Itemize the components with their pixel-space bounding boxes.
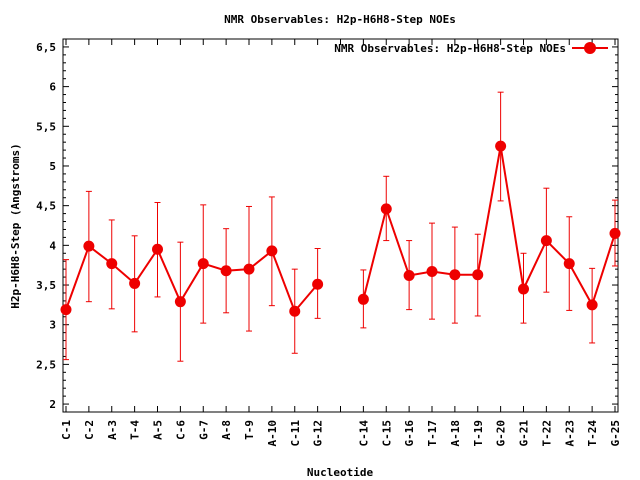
data-point [540,235,552,247]
x-tick-label: C-2 [83,420,96,440]
data-point [220,265,232,277]
data-point [129,277,141,289]
chart-title: NMR Observables: H2p-H6H8-Step NOEs [224,13,456,26]
x-tick-label: G-21 [518,420,531,447]
data-point [586,299,598,311]
x-tick-label: C-14 [357,420,370,447]
y-tick-label: 5,5 [36,120,56,133]
x-tick-label: A-5 [152,420,165,440]
data-point [380,203,392,215]
x-tick-label: G-20 [495,420,508,447]
x-tick-label: G-7 [197,420,210,440]
y-tick-label: 2 [49,398,56,411]
data-point [449,269,461,281]
y-axis: 2 2,5 3 3,5 4 4,5 5 5,5 6 6,5 [36,38,618,411]
x-tick-label: T-19 [472,420,485,447]
x-tick-label: C-1 [60,420,73,440]
x-tick-label: A-8 [220,420,233,440]
data-point [312,278,324,290]
y-tick-label: 3,5 [36,279,56,292]
data-point [518,283,529,295]
x-tick-label: T-4 [129,420,142,440]
data-point [563,258,575,270]
x-tick-label: A-10 [266,420,279,447]
x-tick-label: A-18 [449,420,462,447]
y-tick-label: 6 [49,81,56,94]
data-point [403,269,415,281]
x-tick-label: C-6 [174,420,187,440]
data-point [357,293,369,305]
y-tick-label: 6,5 [36,41,56,54]
x-tick-label: T-22 [540,420,553,447]
data-point [426,266,438,278]
data-point [472,269,484,281]
x-tick-label: G-12 [312,420,325,447]
data-point [60,304,72,316]
x-tick-label: A-23 [563,420,576,447]
x-tick-label: T-24 [586,420,599,447]
x-tick-label: G-16 [403,420,416,447]
x-axis: C-1 C-2 A-3 T-4 A-5 C-6 G-7 A-8 T-9 A-10 C-11 G-12 C… [60,39,622,447]
y-tick-label: 4 [49,239,56,252]
data-point [243,263,255,275]
legend: NMR Observables: H2p-H6H8-Step NOEs [334,42,608,55]
y-axis-label: H2p-H6H8-Step (Angstroms) [9,143,22,309]
data-point [106,258,118,270]
legend-marker [584,42,596,54]
y-tick-label: 3 [49,319,56,332]
y-tick-label: 5 [49,160,56,173]
data-point [266,245,278,257]
x-tick-label: T-17 [426,420,439,447]
series-line [362,145,616,308]
x-tick-label: A-3 [106,420,119,440]
x-axis-label: Nucleotide [307,466,374,479]
data-point [152,243,163,255]
data-point [197,258,209,270]
data-point [174,296,186,308]
data-point [495,140,507,152]
y-tick-label: 2,5 [36,358,56,371]
x-tick-label: C-11 [289,420,302,447]
legend-label: NMR Observables: H2p-H6H8-Step NOEs [334,42,566,55]
data-point [289,305,301,317]
data-points [60,140,621,317]
data-point [83,240,95,252]
y-tick-label: 4,5 [36,200,56,213]
x-tick-label: G-25 [609,420,622,447]
x-tick-label: T-9 [243,420,256,440]
x-tick-label: C-15 [380,420,393,447]
data-point [609,227,621,239]
